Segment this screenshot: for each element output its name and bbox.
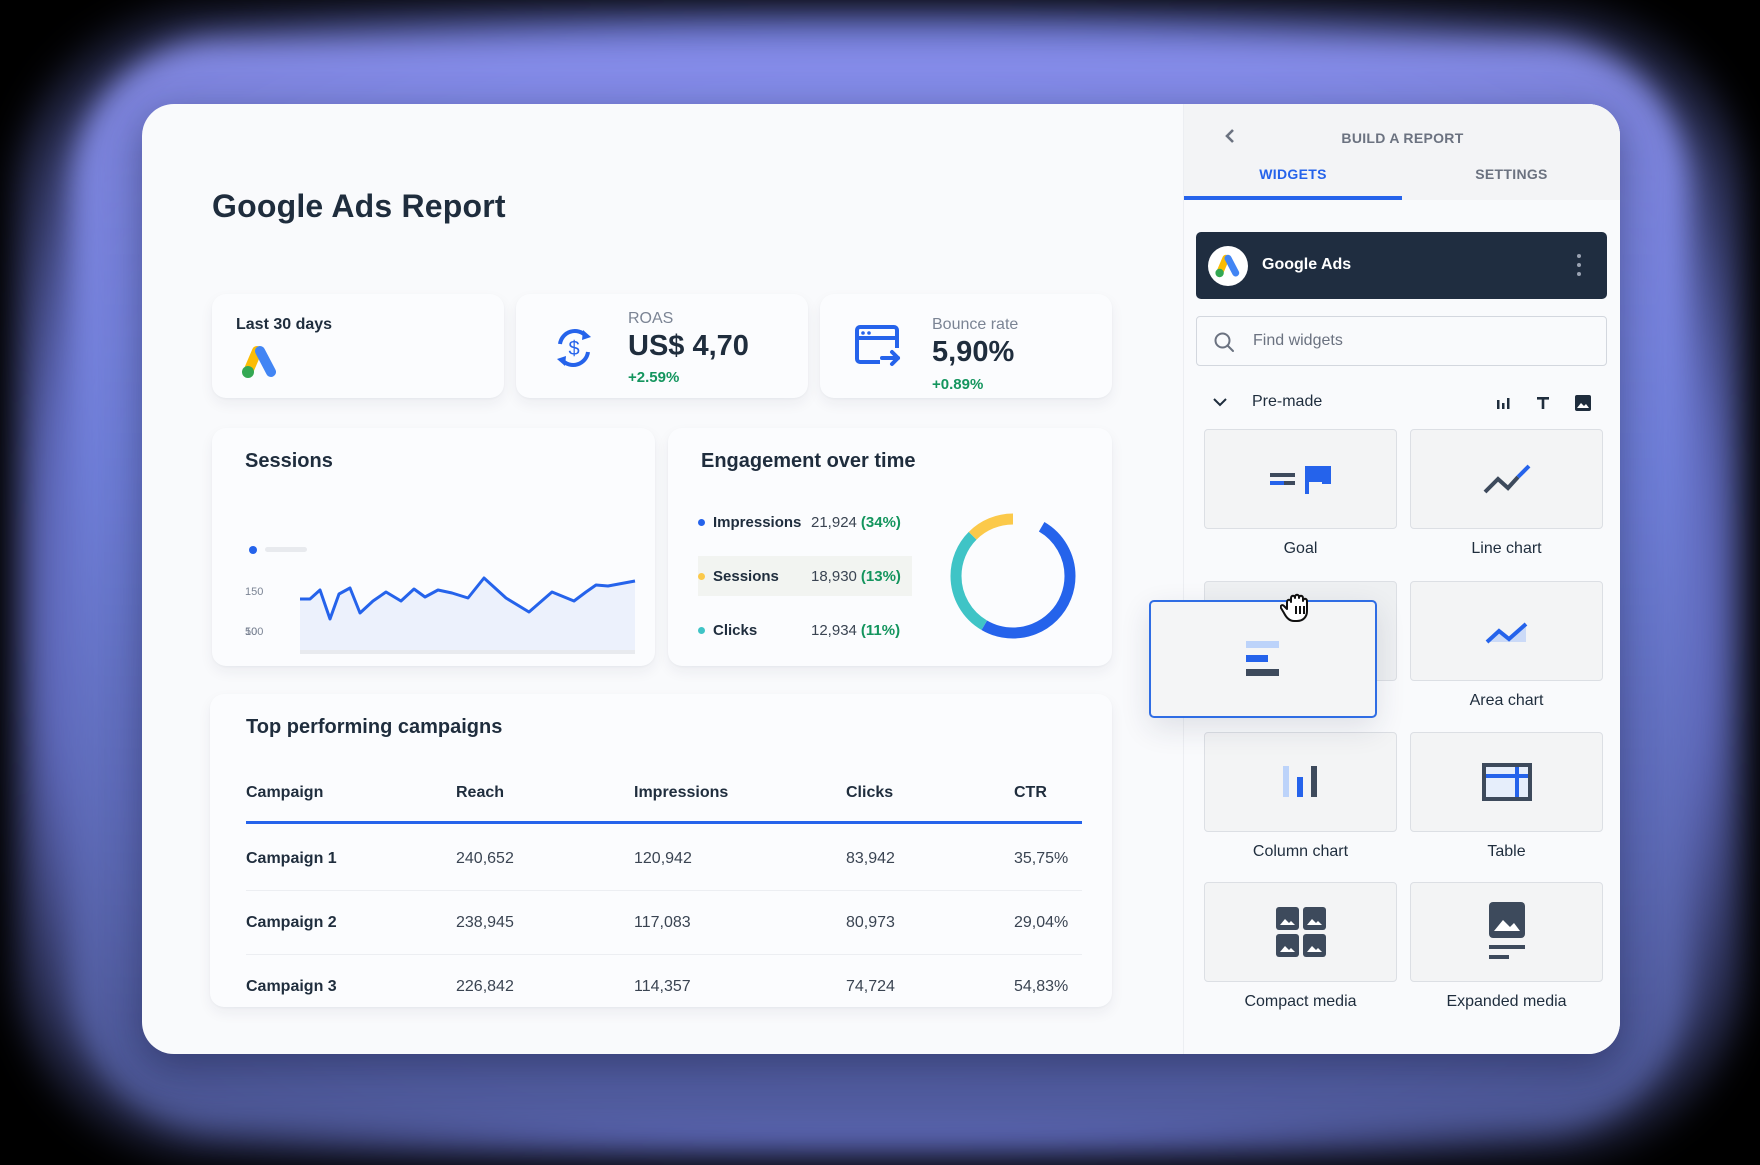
roas-value: US$ 4,70 <box>628 330 749 362</box>
premade-section-header[interactable]: Pre-made <box>1196 388 1607 418</box>
grab-cursor-icon <box>1280 593 1308 622</box>
legend-item-sessions[interactable]: Sessions 18,930 (13%) <box>698 556 912 596</box>
bounce-rate-label: Bounce rate <box>932 316 1019 333</box>
widget-area-chart[interactable]: Area chart <box>1410 581 1603 710</box>
chevron-down-icon[interactable] <box>1212 394 1228 410</box>
bounce-rate-delta: +0.89% <box>932 376 984 393</box>
area-chart-icon <box>1485 622 1527 644</box>
sessions-area-chart: 150 100 50 1 5 10 11 15 <box>245 546 636 654</box>
date-range-label: Last 30 days <box>236 316 333 333</box>
widget-goal[interactable]: Goal <box>1204 429 1397 558</box>
clicks-dot-icon <box>698 626 705 634</box>
dollar-refresh-icon: $ <box>550 324 598 377</box>
find-widgets-search[interactable] <box>1196 316 1607 366</box>
data-source-selector[interactable]: Google Ads <box>1196 232 1607 299</box>
data-source-name: Google Ads <box>1262 256 1352 273</box>
tab-widgets[interactable]: WIDGETS <box>1184 166 1402 200</box>
svg-text:$: $ <box>568 338 579 360</box>
sessions-title: Sessions <box>245 450 333 472</box>
column-header-ctr[interactable]: CTR <box>1014 783 1047 801</box>
search-icon <box>1214 332 1234 352</box>
browser-exit-icon <box>854 324 902 373</box>
table-icon <box>1481 763 1532 801</box>
legend-item-clicks[interactable]: Clicks 12,934 (11%) <box>698 610 912 650</box>
report-canvas: Google Ads Report Last 30 days $ <box>142 104 1183 1054</box>
expanded-media-icon <box>1488 902 1525 959</box>
google-ads-logo-icon <box>240 344 280 385</box>
dragged-bar-chart-widget[interactable] <box>1149 600 1377 718</box>
compact-media-icon <box>1275 907 1326 957</box>
roas-card[interactable]: $ ROAS US$ 4,70 +2.59% <box>516 294 808 398</box>
widget-line-chart[interactable]: Line chart <box>1410 429 1603 558</box>
roas-label: ROAS <box>628 310 674 327</box>
build-report-panel: BUILD A REPORT WIDGETS SETTINGS Google A… <box>1183 104 1620 1054</box>
back-button[interactable] <box>1218 124 1242 148</box>
column-header-campaign[interactable]: Campaign <box>246 783 324 801</box>
date-range-card[interactable]: Last 30 days <box>212 294 504 398</box>
engagement-title: Engagement over time <box>701 450 916 472</box>
column-chart-icon <box>1282 766 1317 797</box>
page-title: Google Ads Report <box>212 188 506 224</box>
table-row[interactable]: Campaign 3 226,842 114,357 74,724 54,83% <box>246 978 1069 995</box>
bar-chart-filter-icon[interactable] <box>1494 394 1512 412</box>
svg-text:50: 50 <box>245 626 257 638</box>
panel-title: BUILD A REPORT <box>1341 130 1464 146</box>
engagement-donut-chart <box>950 513 1076 639</box>
svg-text:150: 150 <box>245 586 263 598</box>
bounce-rate-value: 5,90% <box>932 336 1015 368</box>
sessions-chart-card[interactable]: Sessions 150 100 50 1 5 10 11 15 <box>212 428 655 666</box>
column-header-impressions[interactable]: Impressions <box>634 783 729 801</box>
tab-settings[interactable]: SETTINGS <box>1475 166 1548 182</box>
premade-label: Pre-made <box>1252 393 1323 410</box>
widget-compact-media[interactable]: Compact media <box>1204 882 1397 1011</box>
image-filter-icon[interactable] <box>1574 394 1592 412</box>
campaigns-title: Top performing campaigns <box>246 716 503 738</box>
table-row[interactable]: Campaign 2 238,945 117,083 80,973 29,04% <box>246 891 1082 955</box>
svg-text:100: 100 <box>245 626 263 638</box>
bounce-rate-card[interactable]: Bounce rate 5,90% +0.89% <box>820 294 1112 398</box>
bar-chart-icon <box>1246 641 1279 676</box>
panel-header: BUILD A REPORT WIDGETS SETTINGS <box>1184 104 1620 200</box>
sessions-dot-icon <box>698 572 705 580</box>
legend-item-impressions[interactable]: Impressions 21,924 (34%) <box>698 502 912 542</box>
column-header-reach[interactable]: Reach <box>456 783 505 801</box>
google-ads-logo-icon <box>1208 246 1248 286</box>
goal-icon <box>1269 466 1331 494</box>
chevron-left-icon <box>1225 129 1234 143</box>
widget-table[interactable]: Table <box>1410 732 1603 861</box>
widget-expanded-media[interactable]: Expanded media <box>1410 882 1603 1011</box>
text-filter-icon[interactable] <box>1534 394 1552 412</box>
search-input[interactable] <box>1253 317 1593 365</box>
kebab-menu-icon[interactable] <box>1575 252 1583 278</box>
app-window: Google Ads Report Last 30 days $ <box>142 104 1620 1054</box>
table-header: Campaign Reach Impressions Clicks CTR <box>246 776 1082 824</box>
table-row[interactable]: Campaign 1 240,652 120,942 83,942 35,75% <box>246 827 1082 891</box>
campaigns-table-card: Top performing campaigns Campaign Reach … <box>210 694 1112 1007</box>
impressions-dot-icon <box>698 518 705 526</box>
column-header-clicks[interactable]: Clicks <box>846 783 894 801</box>
engagement-chart-card[interactable]: Engagement over time Impressions 21,924 … <box>668 428 1112 666</box>
roas-delta: +2.59% <box>628 369 680 386</box>
line-chart-icon <box>1483 464 1530 494</box>
widget-column-chart[interactable]: Column chart <box>1204 732 1397 861</box>
